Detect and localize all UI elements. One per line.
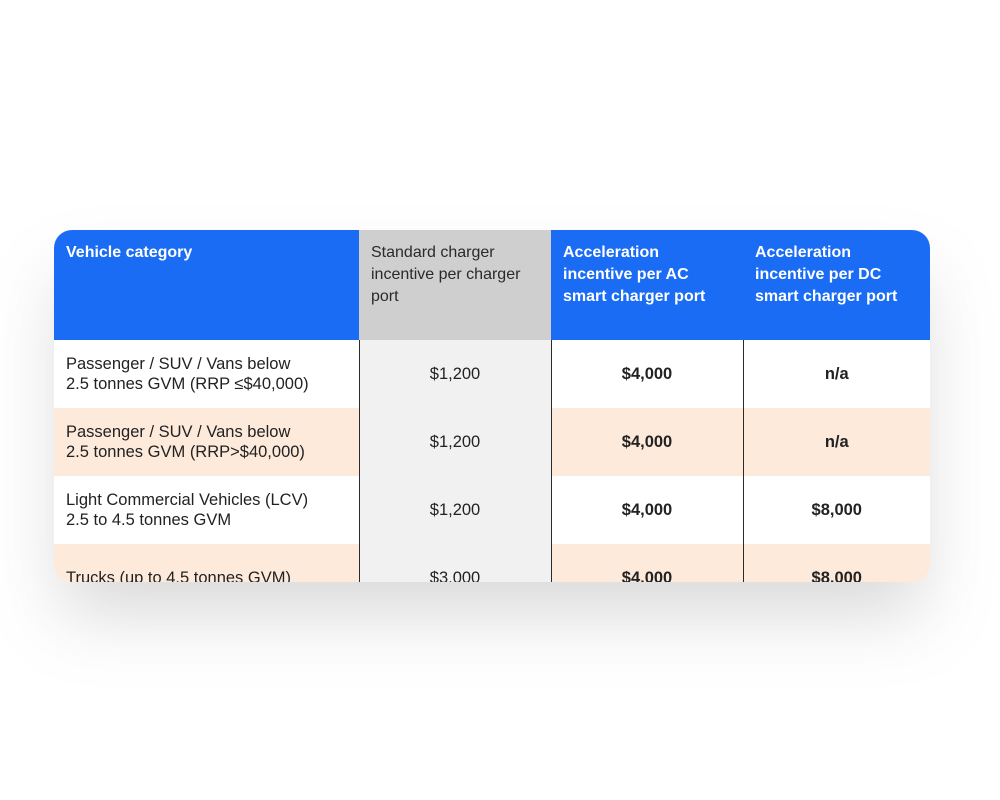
standard-incentive-cell: $1,200 (358, 476, 552, 544)
vehicle-category-cell: Passenger / SUV / Vans below 2.5 tonnes … (54, 340, 359, 408)
dc-incentive-cell: $8,000 (742, 544, 930, 582)
ac-incentive-cell: $4,000 (551, 476, 743, 544)
vehicle-category-cell: Light Commercial Vehicles (LCV) 2.5 to 4… (54, 476, 359, 544)
vehicle-category-line: 2.5 tonnes GVM (RRP ≤$40,000) (66, 375, 309, 393)
ac-incentive-cell: $4,000 (551, 340, 743, 408)
dc-incentive-cell: $8,000 (742, 476, 930, 544)
header-ac-acceleration-incentive: Acceleration incentive per AC smart char… (551, 230, 743, 340)
vehicle-category-cell: Passenger / SUV / Vans below 2.5 tonnes … (54, 408, 359, 476)
incentive-table-card: Vehicle category Standard charger incent… (54, 230, 930, 582)
ac-incentive-cell: $4,000 (551, 544, 743, 582)
vehicle-category-cell: Trucks (up to 4.5 tonnes GVM) (54, 544, 359, 582)
table-row: Light Commercial Vehicles (LCV) 2.5 to 4… (54, 476, 930, 544)
vehicle-category-line: Trucks (up to 4.5 tonnes GVM) (66, 569, 291, 582)
dc-incentive-cell: n/a (742, 340, 930, 408)
dc-incentive-cell: n/a (742, 408, 930, 476)
table-row: Passenger / SUV / Vans below 2.5 tonnes … (54, 408, 930, 476)
ac-incentive-cell: $4,000 (551, 408, 743, 476)
vehicle-category-line: 2.5 tonnes GVM (RRP>$40,000) (66, 443, 305, 461)
vehicle-category-line: 2.5 to 4.5 tonnes GVM (66, 511, 232, 529)
standard-incentive-cell: $1,200 (358, 340, 552, 408)
vehicle-category-line: Passenger / SUV / Vans below (66, 355, 291, 373)
vehicle-category-line: Light Commercial Vehicles (LCV) (66, 491, 309, 509)
incentive-table: Vehicle category Standard charger incent… (54, 230, 930, 582)
header-standard-incentive: Standard charger incentive per charger p… (359, 230, 551, 340)
table-row: Passenger / SUV / Vans below 2.5 tonnes … (54, 340, 930, 408)
table-header-row: Vehicle category Standard charger incent… (54, 230, 930, 340)
table-row: Trucks (up to 4.5 tonnes GVM) $3,000 $4,… (54, 544, 930, 582)
header-vehicle-category: Vehicle category (54, 230, 359, 340)
header-dc-acceleration-incentive: Acceleration incentive per DC smart char… (743, 230, 930, 340)
standard-incentive-cell: $3,000 (358, 544, 552, 582)
standard-incentive-cell: $1,200 (358, 408, 552, 476)
vehicle-category-line: Passenger / SUV / Vans below (66, 423, 291, 441)
